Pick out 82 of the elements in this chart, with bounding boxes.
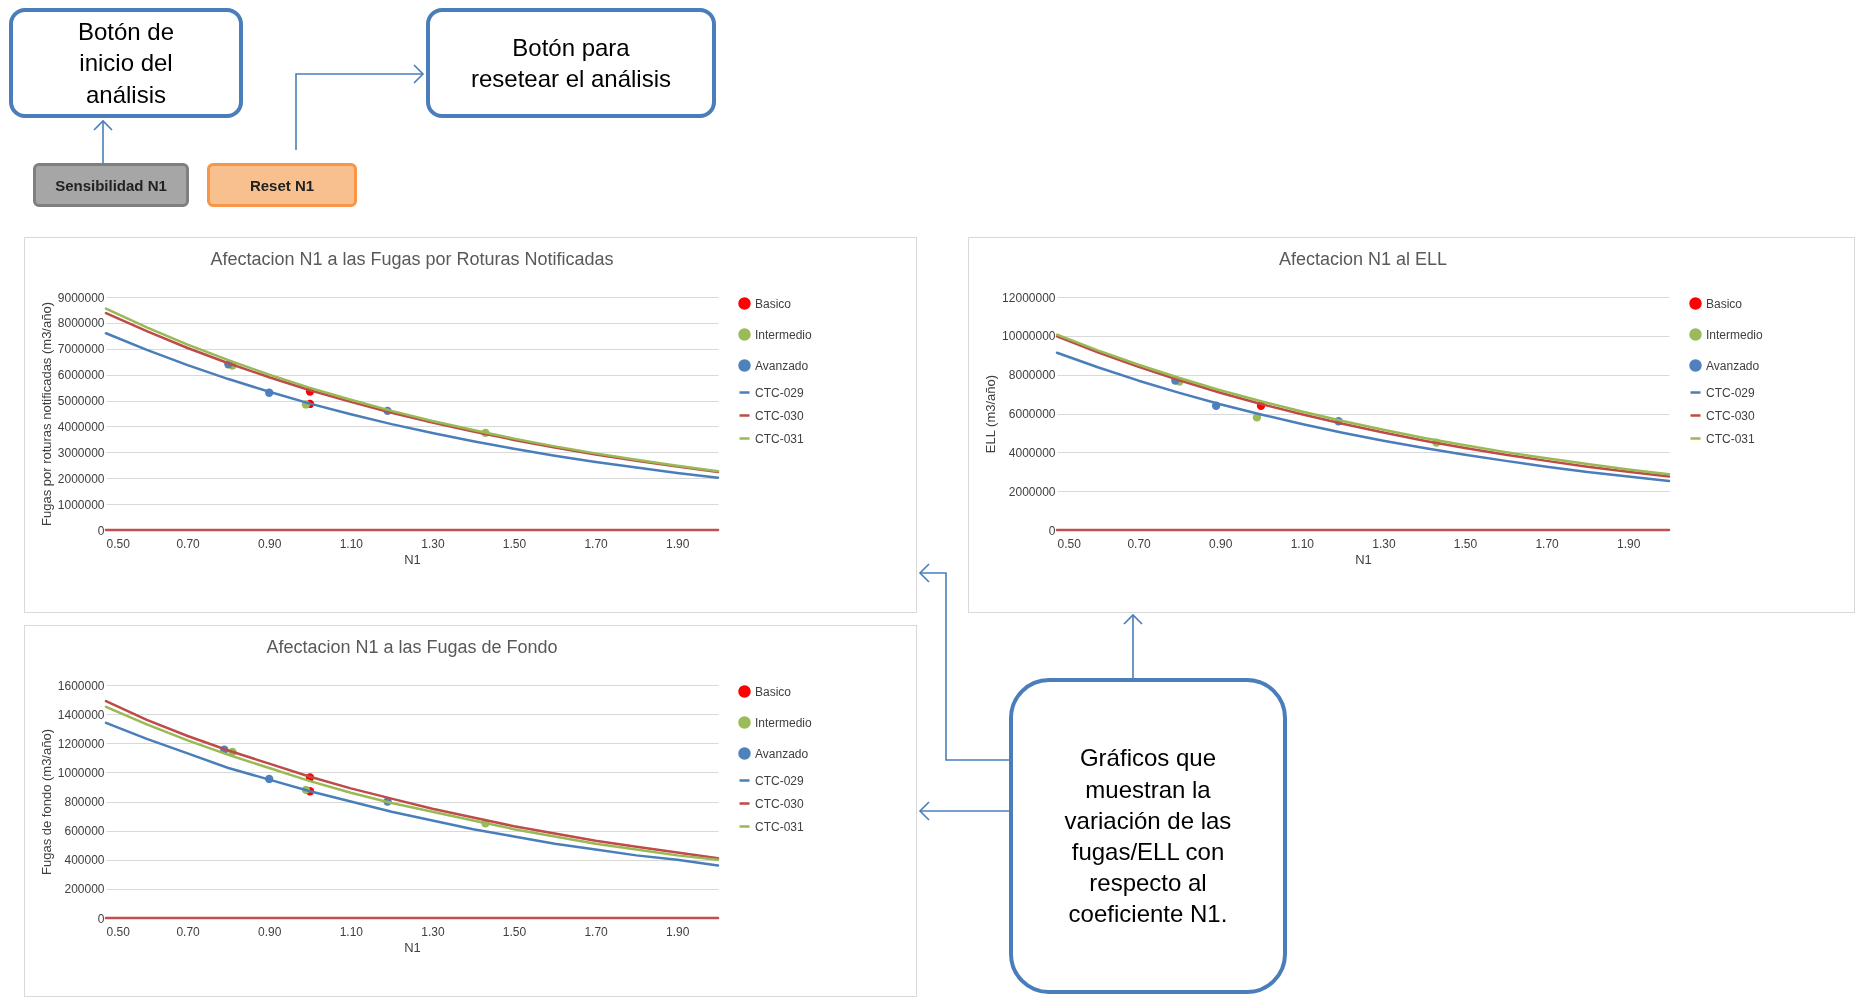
x-tick-label: 1.70 <box>584 536 609 551</box>
y-tick-label: 0 <box>97 523 105 538</box>
x-tick-label: 1.30 <box>421 924 445 939</box>
x-tick-label: 0.50 <box>106 536 131 551</box>
x-tick-label: 0.90 <box>258 536 282 551</box>
x-tick-label: 1.90 <box>1617 536 1641 551</box>
legend-label: Intermedio <box>755 327 813 342</box>
y-tick-label: 9000000 <box>57 290 105 305</box>
legend-label: Intermedio <box>1706 327 1764 342</box>
y-axis-title: Fugas por roturas notificadas (m3/año) <box>38 302 54 526</box>
x-tick-label: 0.70 <box>1127 536 1152 551</box>
chart-title: Afectacion N1 al ELL <box>1278 249 1448 269</box>
x-tick-label: 1.70 <box>584 924 609 939</box>
y-tick-label: 2000000 <box>1008 484 1056 499</box>
legend-label: CTC-030 <box>755 408 805 423</box>
x-tick-label: 1.90 <box>666 536 690 551</box>
legend-label: CTC-031 <box>755 819 805 834</box>
y-tick-label: 1200000 <box>57 736 105 751</box>
legend-label: Basico <box>1706 296 1743 311</box>
x-tick-label: 1.50 <box>502 924 527 939</box>
x-tick-label: 0.90 <box>1209 536 1233 551</box>
x-tick-label: 1.10 <box>339 536 364 551</box>
legend-label: CTC-030 <box>755 796 805 811</box>
legend-label: CTC-031 <box>755 431 805 446</box>
legend-label: Avanzado <box>755 358 809 373</box>
y-tick-label: 5000000 <box>57 394 105 409</box>
x-tick-label: 1.30 <box>421 536 445 551</box>
y-tick-label: 400000 <box>64 853 105 868</box>
y-tick-label: 200000 <box>64 882 105 897</box>
legend-label: Basico <box>755 296 792 311</box>
legend-label: Intermedio <box>755 715 813 730</box>
text: Botón de inicio del análisis <box>9 8 243 118</box>
text: Reset N1 <box>207 163 357 207</box>
x-tick-label: 0.90 <box>258 924 282 939</box>
y-tick-label: 6000000 <box>57 368 105 383</box>
x-axis-title: N1 <box>404 939 421 955</box>
x-tick-label: 1.90 <box>666 924 690 939</box>
x-axis-title: N1 <box>404 551 421 567</box>
legend-label: CTC-030 <box>1706 408 1756 423</box>
x-tick-label: 1.10 <box>339 924 364 939</box>
x-tick-label: 1.10 <box>1290 536 1315 551</box>
y-tick-label: 1000000 <box>57 497 105 512</box>
x-tick-label: 0.70 <box>176 536 201 551</box>
legend-label: CTC-029 <box>755 773 805 788</box>
y-tick-label: 800000 <box>64 795 105 809</box>
y-axis-title: ELL (m3/año) <box>983 374 999 454</box>
text: Gráficos que muestran la variación de las fugas/ELL con respecto al coeficiente N1. <box>1009 678 1287 994</box>
x-tick-label: 0.50 <box>1057 536 1082 551</box>
text: Botón para resetear el análisis <box>426 8 716 118</box>
y-tick-label: 1000000 <box>57 765 105 780</box>
y-tick-label: 4000000 <box>1008 445 1056 460</box>
chart-title: Afectacion N1 a las Fugas por Roturas Notificadas <box>210 249 614 269</box>
chart-title: Afectacion N1 a las Fugas de Fondo <box>266 637 558 657</box>
x-tick-label: 0.50 <box>106 924 131 939</box>
legend-label: CTC-031 <box>1706 431 1756 446</box>
y-tick-label: 1400000 <box>57 707 105 722</box>
legend-label: CTC-029 <box>755 385 805 400</box>
legend-label: Avanzado <box>755 746 809 761</box>
y-tick-label: 0 <box>1048 523 1056 538</box>
x-axis-title: N1 <box>1355 551 1372 567</box>
x-tick-label: 1.30 <box>1372 536 1396 551</box>
x-tick-label: 0.70 <box>176 924 201 939</box>
y-tick-label: 8000000 <box>1008 368 1056 383</box>
y-axis-title: Fugas de fondo (m3/año) <box>38 729 54 875</box>
y-tick-label: 12000000 <box>1002 290 1056 305</box>
y-tick-label: 3000000 <box>57 445 105 460</box>
legend-label: Basico <box>755 684 792 699</box>
legend-label: Avanzado <box>1706 358 1760 373</box>
y-tick-label: 4000000 <box>57 419 105 434</box>
x-tick-label: 1.70 <box>1535 536 1560 551</box>
y-tick-label: 6000000 <box>1008 407 1056 421</box>
y-tick-label: 1600000 <box>57 678 105 693</box>
y-tick-label: 10000000 <box>1002 329 1056 344</box>
legend-label: CTC-029 <box>1706 385 1756 400</box>
y-tick-label: 7000000 <box>57 342 105 357</box>
text: Sensibilidad N1 <box>33 163 189 207</box>
x-tick-label: 1.50 <box>502 536 527 551</box>
y-tick-label: 8000000 <box>57 316 105 331</box>
y-tick-label: 600000 <box>64 824 105 839</box>
y-tick-label: 2000000 <box>57 471 105 486</box>
y-tick-label: 0 <box>97 911 105 926</box>
x-tick-label: 1.50 <box>1453 536 1478 551</box>
